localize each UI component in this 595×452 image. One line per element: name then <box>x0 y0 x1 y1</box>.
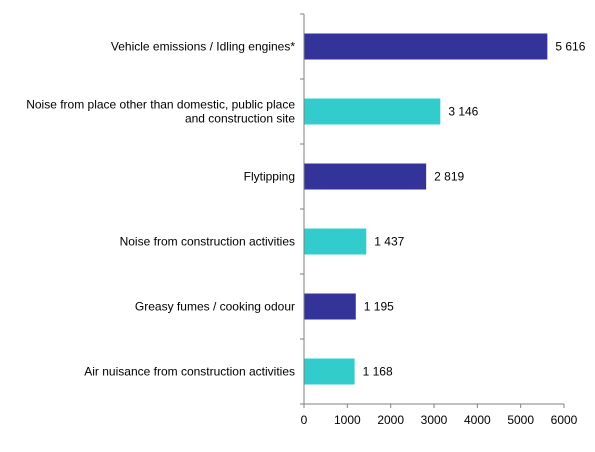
x-ticks-group: 0 1000 2000 3000 4000 5000 6000 <box>300 13 578 427</box>
bar <box>304 163 427 190</box>
x-tick-label: 3000 <box>421 413 448 427</box>
x-tick-label: 2000 <box>377 413 404 427</box>
data-label: 1 437 <box>374 235 404 249</box>
category-label: Noise from construction activities <box>120 235 295 249</box>
bar <box>304 33 548 60</box>
data-label: 3 146 <box>448 105 478 119</box>
x-tick-label: 1000 <box>334 413 361 427</box>
data-label: 2 819 <box>434 170 464 184</box>
x-tick-label: 0 <box>301 413 308 427</box>
category-label: Greasy fumes / cooking odour <box>135 300 295 314</box>
x-tick-label: 4000 <box>464 413 491 427</box>
value-labels-group: 5 616 3 146 2 819 1 437 1 195 1 168 <box>363 40 586 379</box>
data-label: 1 168 <box>363 365 393 379</box>
category-label: Vehicle emissions / Idling engines* <box>111 40 295 54</box>
category-label: and construction site <box>185 112 295 126</box>
bar <box>304 98 441 125</box>
category-labels-group: Vehicle emissions / Idling engines* Noise… <box>26 40 295 379</box>
category-label: Flytipping <box>244 170 295 184</box>
category-label: Noise from place other than domestic, pu… <box>26 98 295 112</box>
data-label: 5 616 <box>555 40 585 54</box>
bars-group <box>304 33 548 385</box>
category-label: Air nuisance from construction activitie… <box>84 365 295 379</box>
x-tick-label: 5000 <box>507 413 534 427</box>
data-label: 1 195 <box>364 300 394 314</box>
x-tick-label: 6000 <box>551 413 578 427</box>
bar <box>304 293 356 320</box>
bar <box>304 228 367 255</box>
bar <box>304 358 355 385</box>
